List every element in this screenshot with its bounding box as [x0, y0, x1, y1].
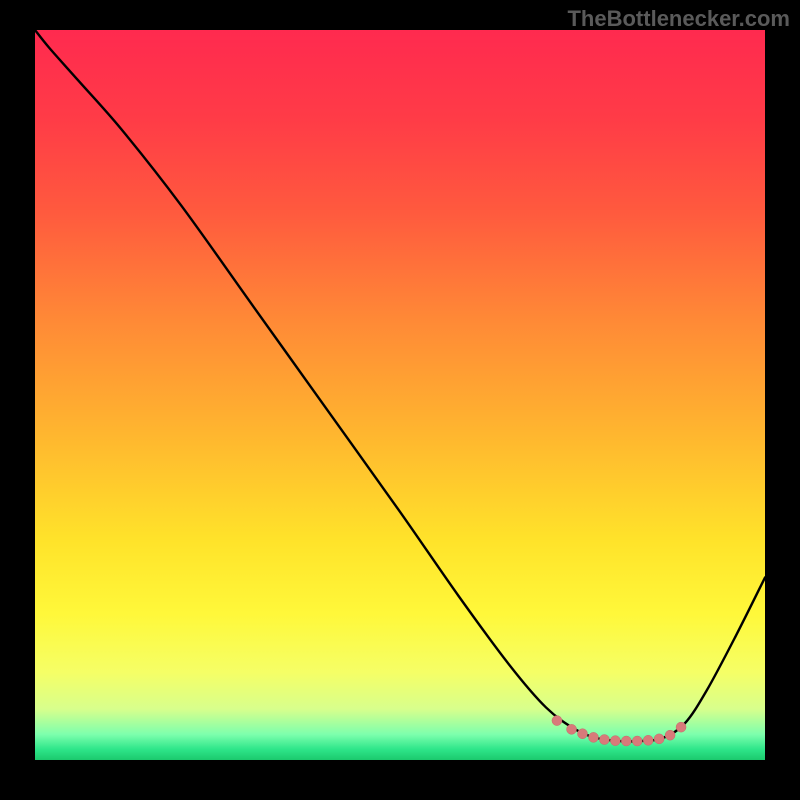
plot-area — [35, 30, 765, 760]
watermark-text: TheBottlenecker.com — [567, 6, 790, 32]
curve-markers — [35, 30, 765, 760]
